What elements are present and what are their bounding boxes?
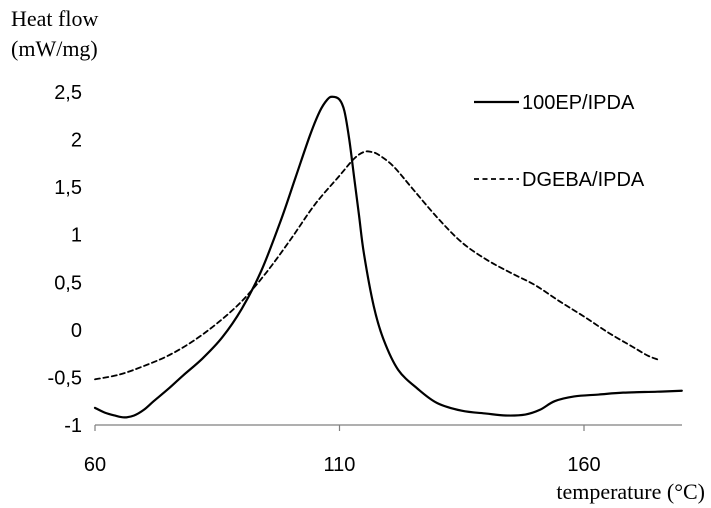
y-tick-label: -0,5 (48, 367, 82, 389)
y-axis-ticks: 2,5 2 1,5 1 0,5 0 -0,5 -1 (48, 82, 82, 437)
legend: 100EP/IPDA DGEBA/IPDA (474, 92, 645, 191)
y-axis-title-line-1: Heat flow (11, 6, 98, 31)
series-line-1 (93, 95, 683, 419)
y-axis-title-line-2: (mW/mg) (11, 36, 98, 61)
y-tick-label: 2,5 (54, 82, 82, 104)
y-tick-label: -1 (64, 415, 82, 437)
x-axis: 60 110 160 (84, 424, 682, 476)
x-axis-title: temperature (°C) (556, 479, 705, 504)
series-line-2 (94, 150, 659, 381)
x-tick-label: 160 (567, 454, 600, 476)
y-tick-label: 1 (71, 225, 82, 247)
y-tick-label: 2 (71, 130, 82, 152)
legend-label-2: DGEBA/IPDA (522, 169, 645, 191)
series-lines (93, 95, 683, 419)
y-tick-label: 1,5 (54, 177, 82, 199)
y-tick-label: 0,5 (54, 272, 82, 294)
x-tick-label: 60 (84, 454, 106, 476)
y-tick-label: 0 (71, 320, 82, 342)
legend-label-1: 100EP/IPDA (522, 92, 635, 114)
x-tick-label: 110 (324, 454, 356, 476)
